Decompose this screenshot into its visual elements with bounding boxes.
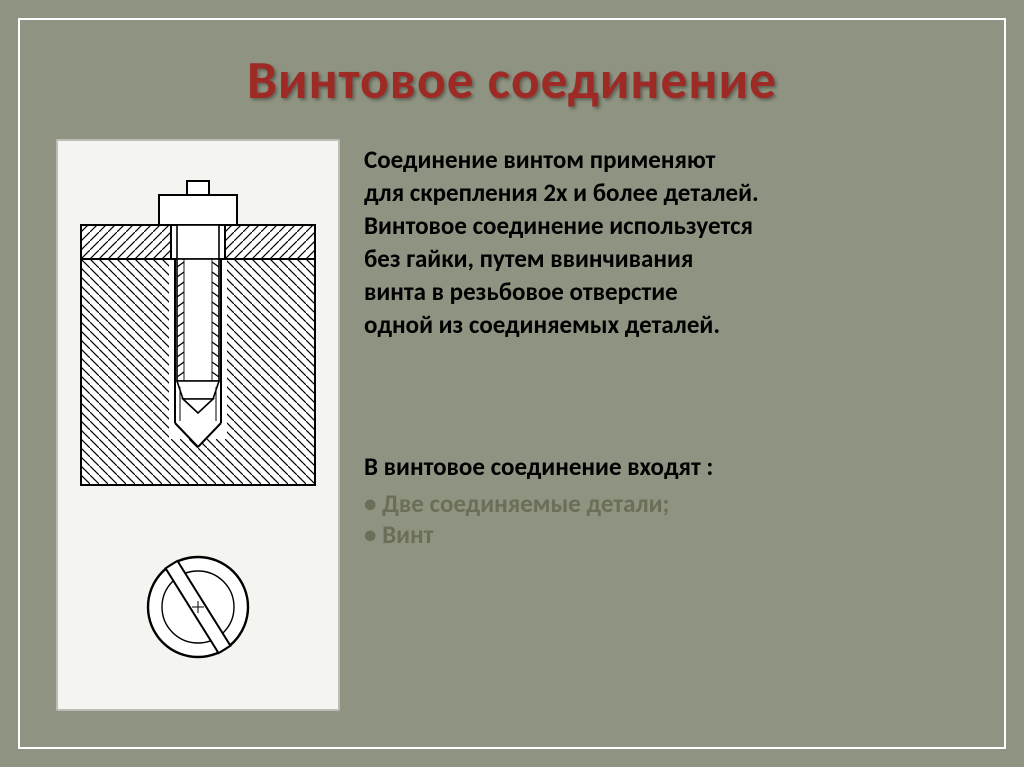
spacer — [364, 341, 964, 451]
slide: Винтовое соединение — [0, 0, 1024, 767]
diagram-panel — [56, 139, 340, 711]
bullet-list: Две соединяемые детали; Винт — [364, 488, 964, 550]
bullet-item: Две соединяемые детали; — [364, 488, 964, 519]
slide-inner: Винтовое соединение — [18, 18, 1006, 749]
bullet-item: Винт — [364, 519, 964, 550]
screw-diagram — [63, 147, 333, 707]
content-row: Соединение винтом применяют для скреплен… — [56, 139, 968, 711]
body-paragraph: Соединение винтом применяют для скреплен… — [364, 143, 964, 341]
slide-title: Винтовое соединение — [56, 48, 968, 113]
subheading: В винтовое соединение входят : — [364, 451, 964, 482]
text-panel: Соединение винтом применяют для скреплен… — [364, 139, 968, 711]
